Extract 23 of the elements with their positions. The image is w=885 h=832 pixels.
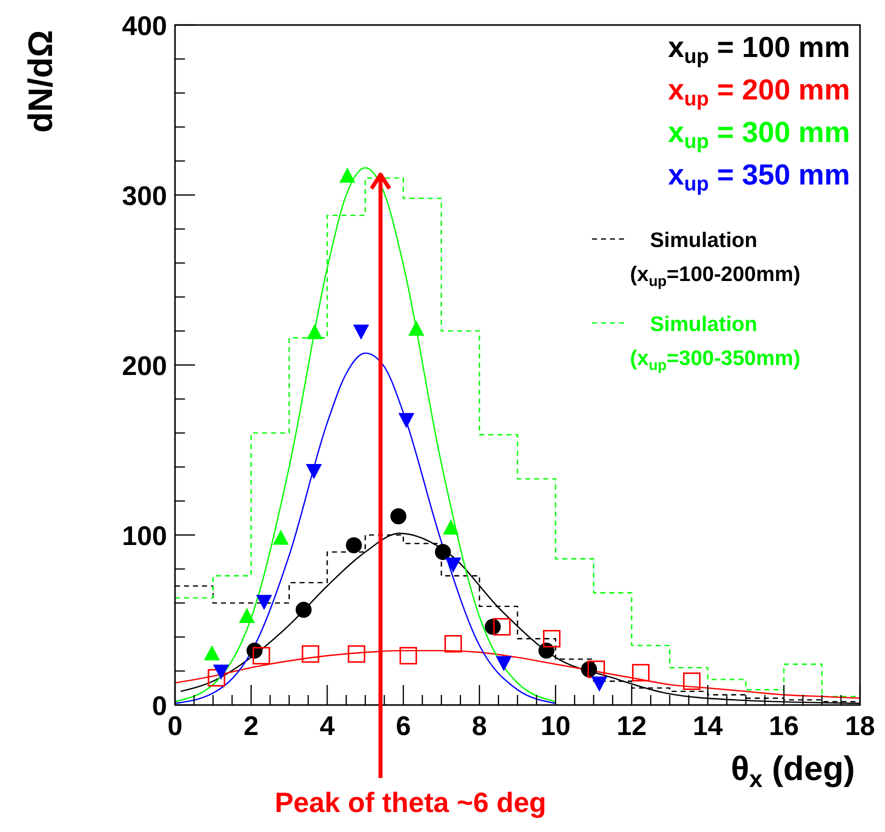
x-tick-label: 14: [692, 711, 723, 741]
text: x$_{up}$ = 350 mm: [668, 160, 850, 196]
x-tick-label: 4: [320, 711, 335, 741]
text: x$_{up}$ = 100 mm: [668, 32, 850, 68]
y-tick-label: 200: [122, 351, 167, 381]
x-tick-label: 2: [244, 711, 259, 741]
legend-label: Simulation (x$_{up}$=100-200mm): [630, 229, 800, 290]
y-tick-label: 300: [122, 181, 167, 211]
x-tick-label: 8: [472, 711, 487, 741]
x-tick-label: 16: [768, 711, 799, 741]
x-tick-label: 18: [844, 711, 876, 741]
x-axis-title: θ$_{x}$ (deg): [730, 750, 855, 794]
legend-label: Simulation (x$_{up}$=300-350mm): [630, 313, 800, 374]
annotation: Peak of theta ~6 deg: [274, 787, 546, 818]
y-tick-label: 100: [122, 521, 167, 551]
x-tick-label: 10: [540, 711, 571, 741]
y-tick-label: 400: [122, 11, 167, 41]
y-axis-title: dN/dΩ: [22, 30, 60, 133]
text: x$_{up}$ = 200 mm: [668, 74, 850, 110]
x-tick-label: 6: [396, 711, 411, 741]
text: x$_{up}$ = 300 mm: [668, 117, 850, 153]
x-tick-label: 12: [616, 711, 647, 741]
y-tick-label: 0: [152, 691, 167, 721]
